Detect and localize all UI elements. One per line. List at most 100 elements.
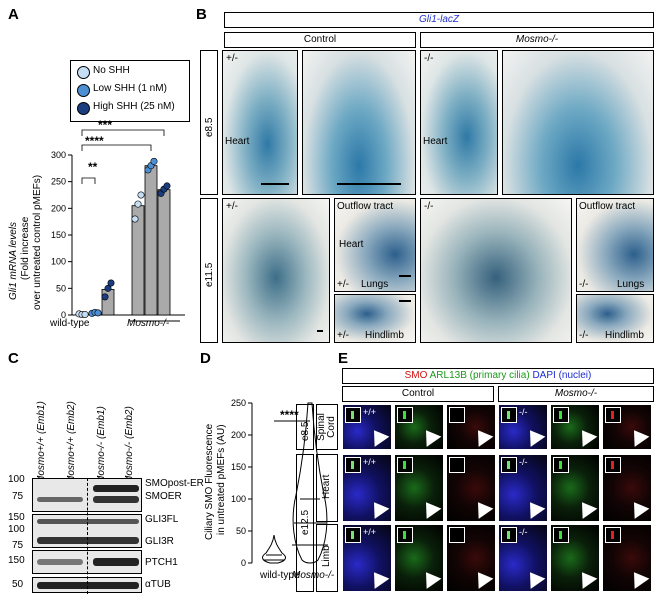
- b-img-e85-mosmo-front: [502, 50, 654, 195]
- y-tick-label: 200: [51, 203, 66, 213]
- inset: [605, 527, 621, 543]
- legend-marker-high-shh: [77, 102, 90, 115]
- data-point: [107, 279, 115, 287]
- legend-marker-low-shh: [77, 84, 90, 97]
- b-img-e85-mosmo-side: -/- Heart: [420, 50, 498, 195]
- panel-a-chart: 0 50 100 150 200 250 300: [51, 129, 185, 322]
- e-row-spinal-cord: Spinal Cord: [316, 404, 338, 450]
- band-gli3fl: GLI3FL: [145, 514, 179, 525]
- panel-d-chart: 0 50 100 150 200 250: [231, 398, 328, 568]
- d-y-tick-label: 100: [231, 494, 246, 504]
- lane-1: Mosmo+/+ (Emb1): [36, 401, 47, 484]
- lane-2: Mosmo+/+ (Emb2): [66, 401, 77, 484]
- genotype-label: +/+: [363, 457, 377, 467]
- y-tick-label: 0: [61, 310, 66, 320]
- e-legend: SMO ARL13B (primary cilia) DAPI (nuclei): [342, 368, 654, 384]
- arrowhead-icon: [626, 497, 650, 519]
- b-img-e115-control-hindlimb: +/- Hindlimb: [334, 294, 416, 343]
- mw-100a: 100: [8, 474, 25, 485]
- genotype-label: +/+: [363, 527, 377, 537]
- arrowhead-icon: [574, 497, 598, 519]
- panel-a-ylabel-2: (Fold increase: [20, 216, 31, 280]
- e-header-control: Control: [342, 386, 494, 402]
- sig-bracket: [81, 177, 96, 184]
- x-label-wild-type: wild-type: [50, 318, 90, 329]
- panel-a-legend: No SHH Low SHH (1 nM) High SHH (25 nM): [70, 60, 190, 122]
- arrowhead-icon: [470, 567, 494, 589]
- panel-b-label: B: [196, 6, 207, 23]
- genotype-label: -/-: [519, 407, 528, 417]
- arrowhead-icon: [418, 567, 442, 589]
- genotype-label: -/-: [519, 457, 528, 467]
- gli1-lacz-title: Gli1-lacZ: [224, 12, 654, 28]
- label-heart: Heart: [225, 136, 250, 147]
- arrowhead-icon: [522, 497, 546, 519]
- genotype-label: +/+: [363, 407, 377, 417]
- lane-divider: [87, 478, 88, 594]
- legend-no-shh: No SHH: [93, 65, 130, 76]
- mw-150b: 150: [8, 555, 25, 566]
- b-img-e115-control-embryo: +/-: [222, 198, 330, 343]
- d-y-tick-label: 50: [236, 526, 246, 536]
- mw-100b: 100: [8, 524, 25, 535]
- fluorescence-image: [602, 524, 652, 592]
- e-row-heart: Heart: [316, 454, 338, 522]
- arrowhead-icon: [626, 567, 650, 589]
- b-img-e85-control-front: [302, 50, 416, 195]
- mw-50: 50: [12, 579, 24, 590]
- sig-a-2: ****: [85, 134, 104, 148]
- arrowhead-icon: [574, 567, 598, 589]
- band-smo-er: SMOER: [145, 491, 182, 502]
- e-row-e85: e8.5: [296, 404, 314, 450]
- inset: [345, 407, 361, 423]
- arrowhead-icon: [470, 425, 494, 447]
- bar: [144, 165, 158, 316]
- fluorescence-image: [446, 404, 496, 450]
- data-point: [104, 284, 112, 292]
- data-point: [81, 310, 89, 318]
- d-y-tick-label: 250: [231, 398, 246, 408]
- sig-a-1: ***: [98, 118, 113, 132]
- arrowhead-icon: [366, 497, 390, 519]
- data-point: [150, 157, 158, 165]
- violin-wild-type: [262, 534, 286, 564]
- fluorescence-image: [446, 524, 496, 592]
- fluorescence-image: +/+: [342, 404, 392, 450]
- fluorescence-image: [394, 404, 444, 450]
- legend-marker-no-shh: [77, 66, 90, 79]
- e-row-limb: Limb: [316, 524, 338, 592]
- mw-75b: 75: [12, 540, 24, 551]
- b-img-e85-control-side: +/- Heart: [222, 50, 298, 195]
- inset: [501, 407, 517, 423]
- y-tick-label: 100: [51, 257, 66, 267]
- fluorescence-image: -/-: [498, 404, 548, 450]
- fluorescence-image: [550, 454, 600, 522]
- fluorescence-image: -/-: [498, 454, 548, 522]
- panel-c-label: C: [8, 350, 19, 367]
- b-img-e115-control-heart: Outflow tract Heart +/- Lungs: [334, 198, 416, 292]
- band-gli3r: GLI3R: [145, 536, 174, 547]
- arrowhead-icon: [418, 425, 442, 447]
- fluorescence-image: +/+: [342, 454, 392, 522]
- inset: [397, 527, 413, 543]
- inset: [501, 457, 517, 473]
- b-row-e115: e11.5: [200, 198, 218, 343]
- inset: [605, 407, 621, 423]
- inset: [553, 457, 569, 473]
- x-label-mosmo: Mosmo-/-: [127, 318, 170, 329]
- y-tick-label: 300: [51, 150, 66, 160]
- panel-a-label: A: [8, 6, 19, 23]
- sig-bracket: [81, 129, 165, 136]
- arrowhead-icon: [366, 567, 390, 589]
- fluorescence-image: [550, 404, 600, 450]
- mw-75a: 75: [12, 491, 24, 502]
- data-point: [101, 293, 109, 301]
- legend-low-shh: Low SHH (1 nM): [93, 83, 167, 94]
- fluorescence-image: [602, 454, 652, 522]
- d-x-label-wild-type: wild-type: [260, 570, 300, 581]
- arrowhead-icon: [470, 497, 494, 519]
- inset: [397, 457, 413, 473]
- bar: [157, 189, 171, 316]
- y-tick-label: 150: [51, 230, 66, 240]
- band-ptch1: PTCH1: [145, 557, 178, 568]
